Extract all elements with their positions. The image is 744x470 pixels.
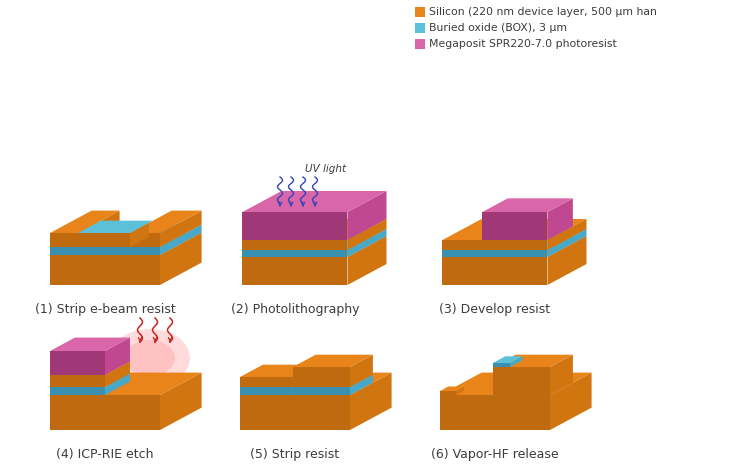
Polygon shape [440, 386, 464, 391]
Polygon shape [456, 386, 464, 395]
Polygon shape [548, 198, 573, 240]
Text: (4) ICP-RIE etch: (4) ICP-RIE etch [57, 448, 154, 461]
Polygon shape [78, 211, 120, 247]
Polygon shape [510, 356, 522, 367]
Polygon shape [243, 250, 347, 257]
Polygon shape [50, 247, 160, 255]
Polygon shape [493, 367, 550, 395]
Text: (2) Photolithography: (2) Photolithography [231, 303, 359, 316]
Polygon shape [347, 236, 386, 285]
Polygon shape [243, 219, 386, 240]
Text: (6) Vapor-HF release: (6) Vapor-HF release [432, 448, 559, 461]
Polygon shape [493, 355, 573, 367]
Polygon shape [550, 355, 573, 395]
Polygon shape [50, 395, 160, 430]
Polygon shape [243, 240, 347, 250]
Polygon shape [293, 387, 350, 395]
Polygon shape [50, 225, 202, 247]
Polygon shape [415, 23, 425, 33]
Polygon shape [243, 212, 347, 240]
Text: Megaposit SPR220-7.0 photoresist: Megaposit SPR220-7.0 photoresist [429, 39, 617, 49]
Polygon shape [550, 373, 591, 430]
Polygon shape [350, 355, 373, 387]
Polygon shape [415, 39, 425, 49]
Polygon shape [293, 375, 373, 387]
Polygon shape [105, 337, 130, 375]
Polygon shape [243, 229, 386, 250]
Polygon shape [443, 240, 548, 250]
Polygon shape [482, 212, 548, 240]
Polygon shape [78, 221, 153, 233]
Text: (5) Strip resist: (5) Strip resist [251, 448, 339, 461]
Polygon shape [130, 233, 160, 247]
Polygon shape [548, 236, 586, 285]
Polygon shape [50, 361, 130, 375]
Text: UV light: UV light [305, 164, 346, 174]
Text: Silicon (220 nm device layer, 500 μm han: Silicon (220 nm device layer, 500 μm han [429, 7, 657, 17]
Polygon shape [350, 375, 373, 395]
Polygon shape [50, 375, 105, 387]
Polygon shape [160, 373, 202, 430]
Polygon shape [50, 351, 105, 375]
Polygon shape [493, 356, 522, 363]
Polygon shape [130, 211, 202, 233]
Polygon shape [347, 191, 386, 240]
Polygon shape [240, 377, 293, 387]
Polygon shape [440, 373, 591, 395]
Ellipse shape [125, 340, 175, 376]
Polygon shape [50, 233, 78, 247]
Polygon shape [293, 367, 350, 387]
Polygon shape [50, 255, 160, 285]
Polygon shape [50, 387, 105, 395]
Polygon shape [240, 365, 315, 377]
Polygon shape [78, 233, 130, 247]
Polygon shape [293, 365, 315, 387]
Ellipse shape [110, 329, 190, 387]
Polygon shape [347, 219, 386, 250]
Polygon shape [443, 229, 586, 250]
Polygon shape [130, 223, 149, 247]
Polygon shape [548, 219, 586, 250]
Polygon shape [243, 191, 386, 212]
Polygon shape [443, 257, 548, 285]
Polygon shape [350, 373, 391, 430]
Polygon shape [443, 236, 586, 257]
Polygon shape [50, 373, 202, 395]
Polygon shape [440, 395, 550, 430]
Polygon shape [240, 395, 350, 430]
Polygon shape [440, 391, 456, 395]
Polygon shape [243, 257, 347, 285]
Polygon shape [443, 219, 586, 240]
Polygon shape [50, 211, 120, 233]
Polygon shape [50, 233, 202, 255]
Text: (3) Develop resist: (3) Develop resist [440, 303, 551, 316]
Polygon shape [415, 7, 425, 17]
Polygon shape [105, 374, 130, 395]
Polygon shape [293, 355, 373, 367]
Polygon shape [443, 250, 548, 257]
Polygon shape [78, 223, 149, 233]
Polygon shape [240, 375, 315, 387]
Polygon shape [347, 229, 386, 257]
Polygon shape [293, 375, 315, 395]
Polygon shape [50, 374, 130, 387]
Polygon shape [548, 229, 586, 257]
Polygon shape [50, 337, 130, 351]
Polygon shape [160, 233, 202, 285]
Polygon shape [160, 211, 202, 247]
Polygon shape [493, 363, 510, 367]
Polygon shape [243, 236, 386, 257]
Text: (1) Strip e-beam resist: (1) Strip e-beam resist [35, 303, 176, 316]
Polygon shape [482, 198, 573, 212]
Polygon shape [160, 225, 202, 255]
Polygon shape [240, 373, 391, 395]
Polygon shape [240, 387, 293, 395]
Polygon shape [105, 361, 130, 387]
Text: Buried oxide (BOX), 3 μm: Buried oxide (BOX), 3 μm [429, 23, 567, 33]
